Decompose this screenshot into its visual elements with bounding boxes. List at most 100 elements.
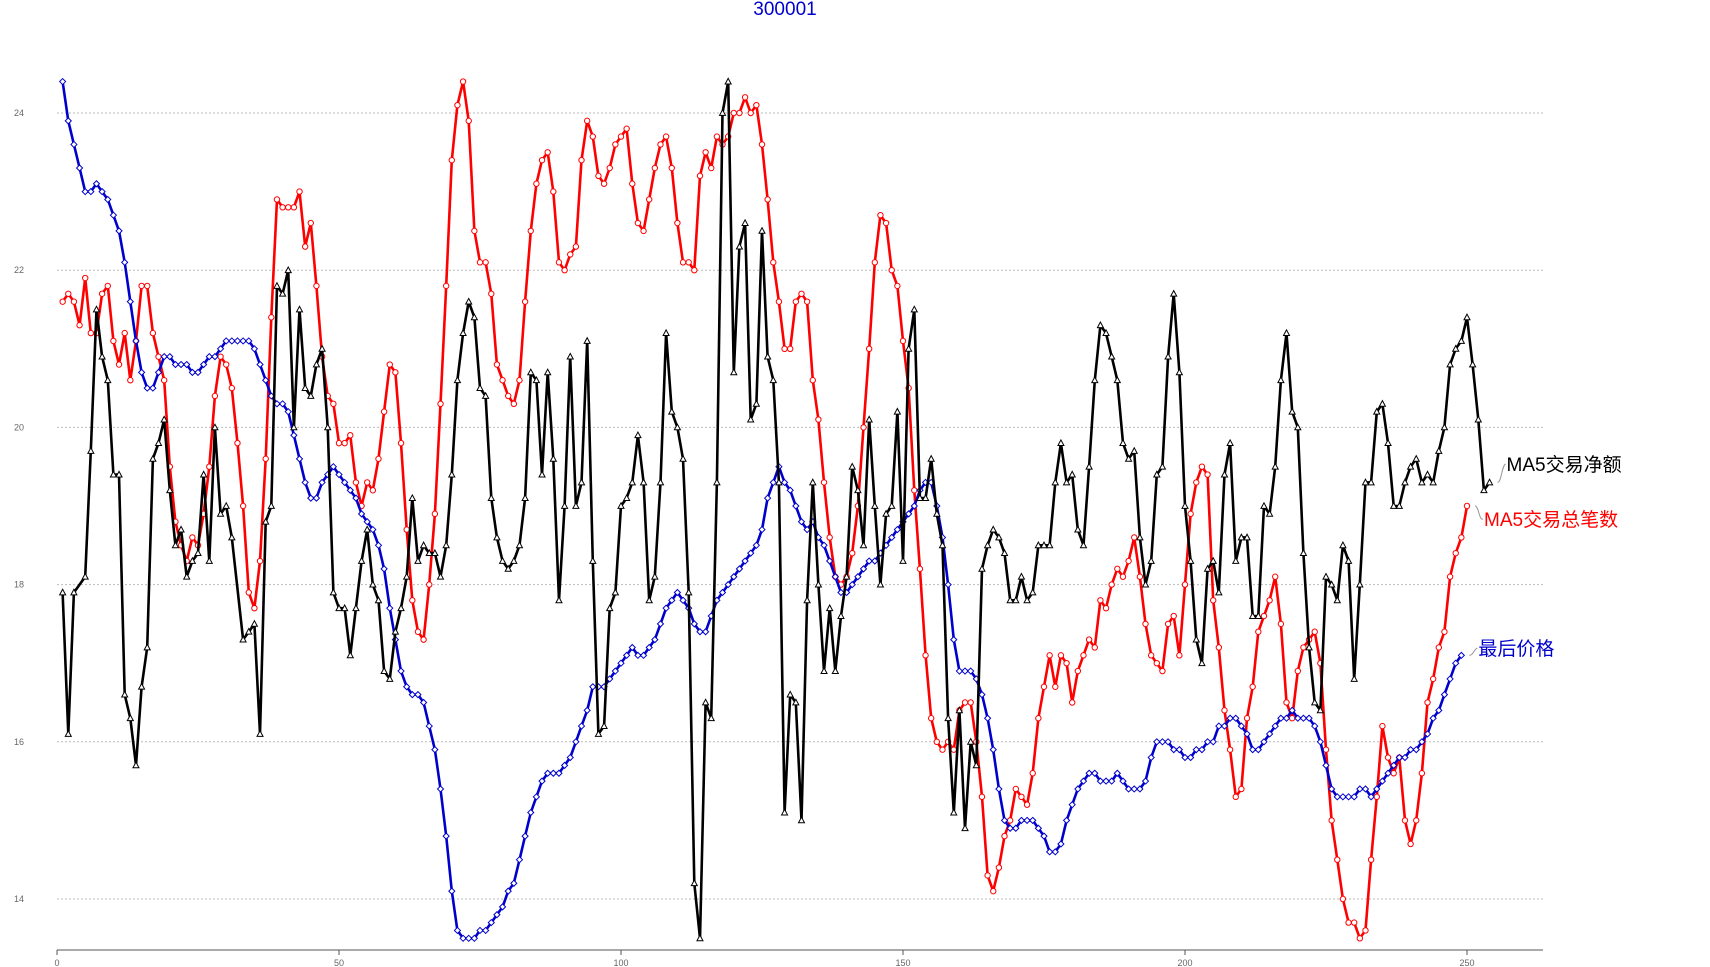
data-point (972, 761, 981, 769)
data-point (1096, 777, 1105, 785)
data-point (1079, 541, 1088, 549)
data-point (684, 588, 693, 596)
data-point (256, 729, 264, 737)
data-point (978, 564, 986, 572)
data-point (1452, 659, 1460, 667)
data-point (183, 360, 191, 369)
data-point (617, 133, 625, 140)
data-point (966, 737, 975, 745)
data-point (1158, 462, 1167, 470)
data-point (753, 101, 760, 109)
data-point (826, 534, 833, 541)
data-point (115, 361, 123, 368)
data-point (577, 722, 586, 730)
data-point (1254, 745, 1263, 754)
data-point (1463, 313, 1471, 321)
data-point (453, 375, 462, 384)
data-point (1203, 738, 1212, 746)
data-point (340, 478, 349, 487)
data-point (447, 470, 456, 478)
x-tick-label: 250 (1459, 958, 1474, 967)
data-point (549, 769, 558, 777)
data-point (408, 690, 417, 699)
data-point (1457, 336, 1466, 344)
data-point (375, 455, 382, 463)
data-point (498, 556, 507, 564)
data-point (990, 887, 997, 895)
data-point (397, 439, 405, 447)
data-point (1345, 919, 1352, 926)
data-point (1181, 501, 1189, 509)
data-point (459, 934, 467, 943)
data-point (476, 383, 484, 391)
data-point (724, 77, 732, 85)
data-point (1412, 454, 1421, 462)
data-point (318, 478, 326, 487)
data-point (144, 282, 151, 290)
data-point (646, 196, 653, 203)
data-point (87, 446, 95, 454)
data-point (792, 698, 800, 706)
data-point (392, 369, 399, 376)
data-point (662, 133, 670, 140)
data-point (1203, 564, 1212, 572)
data-point (1356, 580, 1364, 588)
data-point (848, 580, 856, 589)
data-point (1062, 816, 1071, 825)
data-point (234, 439, 241, 447)
data-point (572, 243, 580, 250)
data-point (690, 620, 699, 628)
y-tick-label: 18 (14, 580, 24, 590)
data-point (679, 596, 687, 605)
y-tick-label: 22 (14, 265, 24, 275)
data-point (505, 392, 512, 400)
data-point (420, 636, 427, 643)
data-point (1373, 785, 1381, 793)
data-point (307, 219, 314, 227)
data-point (533, 180, 540, 187)
data-point (285, 204, 292, 211)
data-point (436, 785, 445, 793)
data-point (335, 470, 343, 479)
data-point (696, 628, 704, 636)
data-point (1226, 438, 1234, 447)
data-point (1169, 289, 1178, 297)
data-point (149, 384, 157, 392)
data-point (182, 572, 191, 580)
data-point (870, 501, 879, 509)
data-point (560, 501, 569, 509)
data-point (1040, 683, 1048, 690)
data-point (617, 501, 625, 509)
data-point (746, 415, 755, 423)
data-point (419, 698, 428, 707)
data-point (640, 227, 647, 235)
data-point (1141, 580, 1150, 588)
data-point (747, 109, 754, 117)
data-point (1277, 620, 1285, 628)
data-point (708, 164, 715, 172)
data-point (1389, 761, 1398, 770)
data-point (239, 635, 247, 643)
data-point (98, 290, 106, 297)
data-point (595, 172, 602, 180)
data-point (1452, 549, 1459, 557)
y-tick-label: 24 (14, 108, 24, 118)
data-point (1361, 478, 1370, 486)
data-point (809, 377, 816, 384)
data-point (611, 588, 620, 596)
data-point (1051, 848, 1059, 856)
data-point (347, 432, 354, 439)
data-point (268, 314, 275, 321)
data-point (1379, 722, 1386, 730)
data-point (149, 454, 157, 462)
data-point (1327, 580, 1336, 588)
data-point (397, 603, 405, 612)
data-point (329, 462, 338, 471)
data-point (211, 352, 219, 361)
data-point (588, 556, 597, 564)
data-point (1305, 714, 1313, 722)
data-point (933, 738, 941, 745)
data-point (662, 328, 670, 336)
data-point (674, 219, 681, 227)
data-point (194, 548, 202, 557)
